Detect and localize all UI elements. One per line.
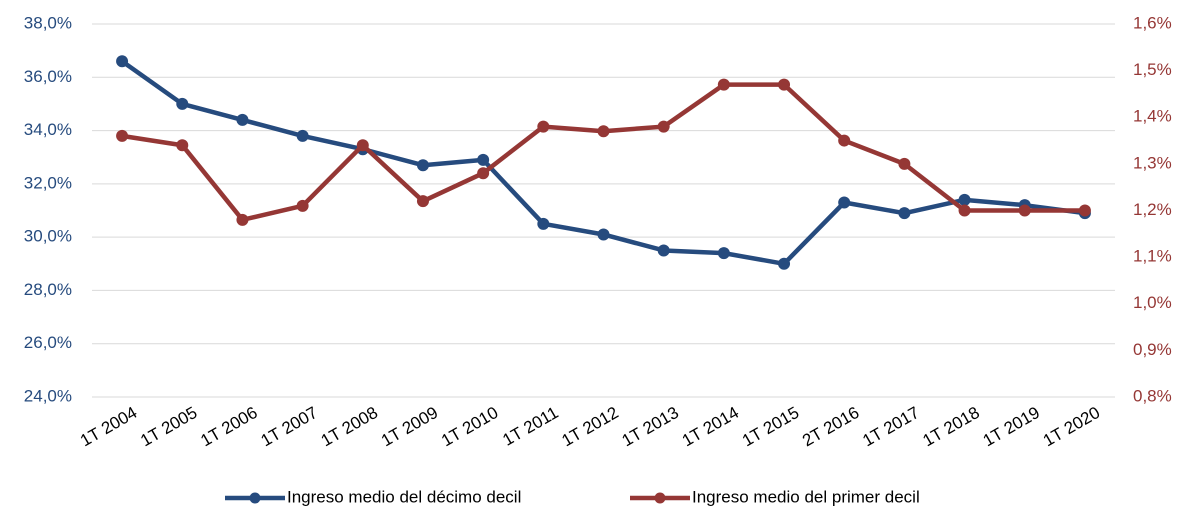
x-tick-label: 1T 2018 [920, 403, 983, 450]
data-point [537, 120, 550, 133]
data-point [296, 199, 309, 212]
data-point [176, 139, 189, 152]
data-point [116, 129, 129, 142]
legend-label: Ingreso medio del primer decil [692, 487, 920, 506]
data-point [958, 193, 971, 206]
x-tick-label: 1T 2004 [77, 403, 140, 450]
x-tick-label: 1T 2014 [679, 403, 742, 450]
legend-marker [654, 492, 666, 504]
legend-marker [249, 492, 261, 504]
data-point [116, 55, 129, 68]
x-tick-label: 1T 2019 [980, 403, 1043, 450]
data-point [537, 217, 550, 230]
x-tick-label: 1T 2009 [378, 403, 441, 450]
y2-tick-label: 1,5% [1133, 60, 1172, 79]
y2-tick-label: 1,4% [1133, 107, 1172, 126]
x-tick-label: 1T 2011 [499, 403, 561, 450]
data-point [898, 207, 911, 220]
y-tick-label: 24,0% [24, 386, 72, 405]
x-tick-label: 1T 2006 [197, 403, 260, 450]
data-point [838, 196, 851, 209]
data-point [838, 134, 851, 147]
data-point [657, 244, 670, 257]
y-tick-label: 36,0% [24, 67, 72, 86]
y2-tick-label: 1,6% [1133, 13, 1172, 32]
y2-tick-label: 1,3% [1133, 153, 1172, 172]
data-point [597, 228, 610, 241]
data-point [1018, 204, 1031, 217]
data-point [477, 167, 490, 180]
y2-tick-label: 1,2% [1133, 200, 1172, 219]
data-point [296, 129, 309, 142]
x-tick-label: 1T 2008 [318, 403, 381, 450]
y-tick-label: 32,0% [24, 173, 72, 192]
y-tick-label: 28,0% [24, 280, 72, 299]
x-tick-label: 1T 2010 [438, 403, 501, 450]
x-tick-label: 1T 2015 [739, 403, 802, 450]
data-point [597, 125, 610, 138]
y-tick-label: 34,0% [24, 120, 72, 139]
x-tick-label: 1T 2020 [1040, 403, 1103, 450]
legend-label: Ingreso medio del décimo decil [287, 487, 521, 506]
data-point [416, 159, 429, 172]
data-point [778, 78, 791, 91]
x-tick-label: 1T 2012 [558, 403, 621, 450]
data-point [356, 139, 369, 152]
data-point [898, 157, 911, 170]
x-tick-label: 1T 2017 [859, 403, 922, 450]
data-point [236, 213, 249, 226]
y-tick-label: 26,0% [24, 333, 72, 352]
y-tick-label: 30,0% [24, 227, 72, 246]
x-tick-label: 1T 2013 [619, 403, 682, 450]
data-point [1078, 204, 1091, 217]
data-point [236, 113, 249, 126]
x-tick-label: 1T 2005 [137, 403, 200, 450]
y2-tick-label: 1,0% [1133, 293, 1172, 312]
data-point [958, 204, 971, 217]
data-point [778, 257, 791, 270]
x-tick-label: 1T 2007 [258, 403, 321, 450]
data-point [717, 247, 730, 260]
y2-tick-label: 0,9% [1133, 340, 1172, 359]
series-line [121, 82, 1085, 223]
data-point [717, 78, 730, 91]
data-point [657, 120, 670, 133]
data-point [477, 153, 490, 166]
data-point [416, 195, 429, 208]
y-tick-label: 38,0% [24, 13, 72, 32]
y2-tick-label: 1,1% [1133, 247, 1172, 266]
x-tick-label: 2T 2016 [799, 403, 862, 450]
y2-tick-label: 0,8% [1133, 386, 1172, 405]
data-point [176, 97, 189, 110]
